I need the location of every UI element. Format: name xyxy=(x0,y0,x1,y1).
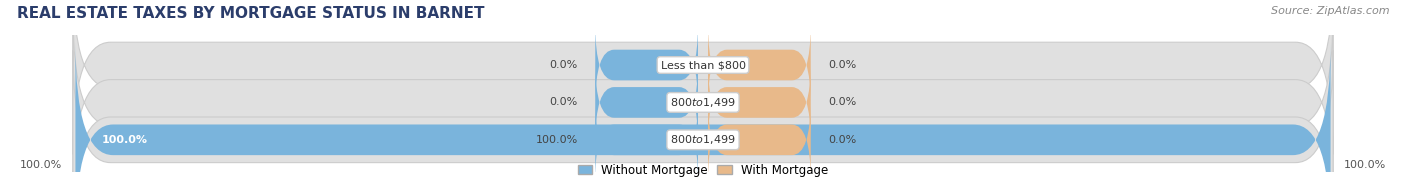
Text: 0.0%: 0.0% xyxy=(828,98,856,107)
FancyBboxPatch shape xyxy=(73,13,1333,192)
FancyBboxPatch shape xyxy=(595,62,697,143)
Text: 100.0%: 100.0% xyxy=(1343,160,1386,170)
Text: 0.0%: 0.0% xyxy=(550,98,578,107)
FancyBboxPatch shape xyxy=(73,0,1333,154)
FancyBboxPatch shape xyxy=(709,24,811,106)
Text: $800 to $1,499: $800 to $1,499 xyxy=(671,96,735,109)
Text: $800 to $1,499: $800 to $1,499 xyxy=(671,133,735,146)
FancyBboxPatch shape xyxy=(595,99,697,181)
Text: 100.0%: 100.0% xyxy=(20,160,63,170)
Text: 0.0%: 0.0% xyxy=(828,135,856,145)
Text: 100.0%: 100.0% xyxy=(101,135,148,145)
Text: 0.0%: 0.0% xyxy=(550,60,578,70)
FancyBboxPatch shape xyxy=(709,99,811,181)
Legend: Without Mortgage, With Mortgage: Without Mortgage, With Mortgage xyxy=(578,164,828,177)
Text: Less than $800: Less than $800 xyxy=(661,60,745,70)
Text: 100.0%: 100.0% xyxy=(536,135,578,145)
FancyBboxPatch shape xyxy=(709,62,811,143)
FancyBboxPatch shape xyxy=(595,24,697,106)
Text: 0.0%: 0.0% xyxy=(828,60,856,70)
Text: REAL ESTATE TAXES BY MORTGAGE STATUS IN BARNET: REAL ESTATE TAXES BY MORTGAGE STATUS IN … xyxy=(17,6,485,21)
FancyBboxPatch shape xyxy=(73,51,1333,195)
Text: Source: ZipAtlas.com: Source: ZipAtlas.com xyxy=(1271,6,1389,16)
FancyBboxPatch shape xyxy=(76,43,1330,195)
